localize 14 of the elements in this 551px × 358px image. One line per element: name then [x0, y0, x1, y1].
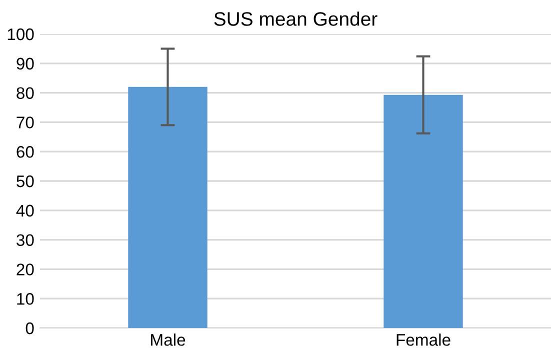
y-tick-label: 20	[16, 264, 34, 276]
y-tick-label: 10	[17, 293, 34, 305]
y-tick-label: 100	[8, 28, 34, 40]
chart-title: SUS mean Gender	[214, 12, 378, 26]
y-tick-label: 80	[16, 87, 34, 100]
y-tick-label: 30	[16, 234, 34, 246]
x-tick-label: Female	[396, 334, 450, 346]
y-tick-label: 70	[16, 116, 34, 128]
y-tick-label: 40	[16, 204, 34, 217]
x-tick-label: Male	[151, 334, 186, 346]
y-tick-label: 90	[16, 58, 34, 70]
y-tick-label: 50	[16, 175, 34, 188]
y-tick-label: 0	[26, 322, 34, 334]
y-tick-label: 60	[16, 146, 34, 158]
